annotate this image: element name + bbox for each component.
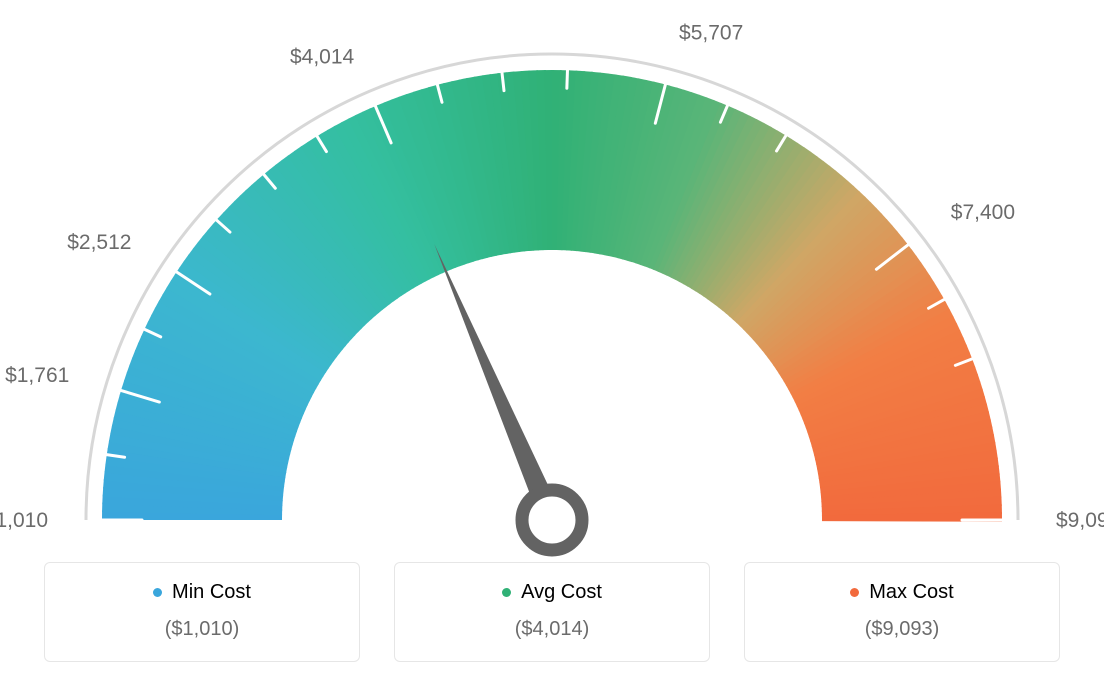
gauge-arc bbox=[102, 70, 1002, 522]
gauge-tick-label: $1,010 bbox=[0, 509, 48, 532]
legend-value-max: ($9,093) bbox=[755, 618, 1049, 641]
legend-card-min: Min Cost ($1,010) bbox=[44, 562, 360, 662]
legend-title-text: Min Cost bbox=[172, 581, 251, 604]
gauge-tick-label: $5,707 bbox=[679, 21, 743, 44]
legend-row: Min Cost ($1,010) Avg Cost ($4,014) Max … bbox=[0, 562, 1104, 662]
legend-title-max: Max Cost bbox=[850, 581, 953, 604]
cost-gauge-chart: $1,010 $1,761 $2,512 $4,014 $5,707 $7,400 $9,0… bbox=[0, 0, 1104, 690]
gauge-needle-hub bbox=[522, 490, 582, 550]
legend-title-text: Max Cost bbox=[869, 581, 953, 604]
legend-value-avg: ($4,014) bbox=[405, 618, 699, 641]
gauge-tick-label: $4,014 bbox=[290, 45, 355, 68]
gauge-needle bbox=[434, 244, 548, 493]
gauge-tick-label: $9,093 bbox=[1056, 509, 1104, 532]
gauge-tick-label: $1,761 bbox=[5, 364, 69, 387]
legend-card-avg: Avg Cost ($4,014) bbox=[394, 562, 710, 662]
legend-title-min: Min Cost bbox=[153, 581, 251, 604]
dot-icon bbox=[850, 588, 859, 597]
legend-title-text: Avg Cost bbox=[521, 581, 602, 604]
gauge-tick-label: $7,400 bbox=[951, 201, 1015, 224]
legend-value-min: ($1,010) bbox=[55, 618, 349, 641]
legend-card-max: Max Cost ($9,093) bbox=[744, 562, 1060, 662]
gauge-tick-label: $2,512 bbox=[67, 231, 131, 254]
dot-icon bbox=[502, 588, 511, 597]
dot-icon bbox=[153, 588, 162, 597]
legend-title-avg: Avg Cost bbox=[502, 581, 602, 604]
